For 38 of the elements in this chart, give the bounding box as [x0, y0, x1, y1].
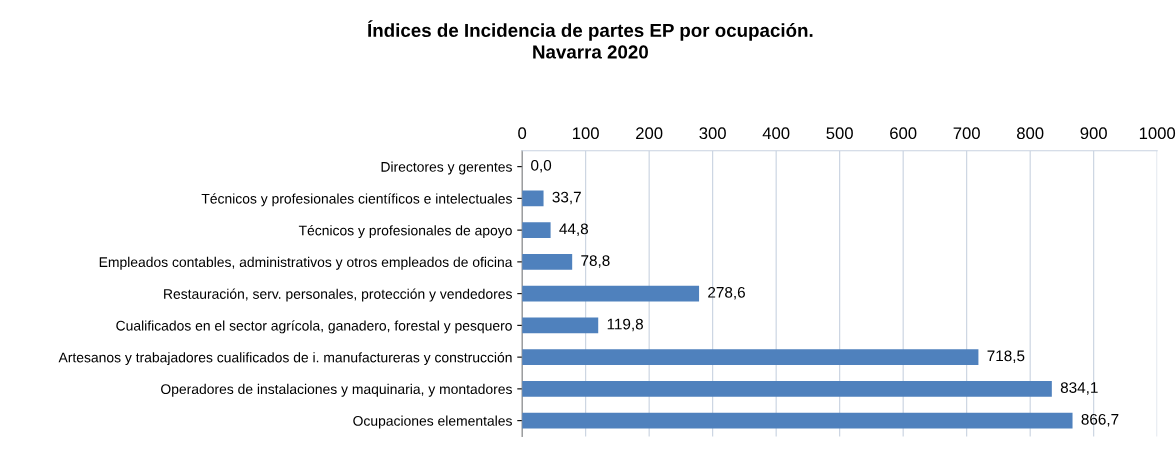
- x-tick-label: 1000: [1139, 127, 1176, 140]
- y-tick-label: Técnicos y profesionales científicos e intelectuales: [201, 193, 512, 207]
- data-label: 866,7: [1081, 413, 1119, 427]
- y-tick-label: Ocupaciones elementales: [353, 415, 512, 429]
- y-tick-label: Operadores de instalaciones y maquinaria, y montadores: [161, 383, 512, 397]
- x-tick-label: 500: [826, 127, 853, 140]
- data-label: 33,7: [552, 191, 581, 205]
- x-tick-label: 700: [953, 127, 980, 140]
- bar: [522, 253, 573, 270]
- x-tick-label: 900: [1080, 127, 1107, 140]
- bar: [522, 285, 700, 302]
- bar: [522, 349, 979, 366]
- bar: [522, 412, 1073, 429]
- y-tick-label: Técnicos y profesionales de apoyo: [298, 225, 512, 239]
- data-label: 278,6: [708, 286, 745, 300]
- y-tick-label: Empleados contables, administrativos y otros empleados de oficina: [99, 256, 513, 270]
- x-tick-label: 200: [636, 127, 663, 140]
- x-tick-label: 0: [518, 127, 527, 140]
- y-tick-label: Directores y gerentes: [381, 161, 512, 175]
- x-tick-label: 800: [1017, 127, 1044, 140]
- data-label: 78,8: [581, 255, 610, 268]
- x-tick-label: 600: [890, 127, 917, 140]
- chart-title: Índices de Incidencia de partes EP por ocupación. Navarra 2020: [368, 20, 813, 59]
- bar: [522, 190, 544, 207]
- bar: [522, 380, 1052, 397]
- data-label: 44,8: [559, 223, 588, 237]
- data-label: 718,5: [987, 350, 1025, 364]
- data-label: 0,0: [531, 159, 552, 173]
- y-tick-label: Restauración, serv. personales, protección y vendedores: [164, 288, 512, 302]
- bar: [522, 317, 599, 334]
- x-tick-label: 100: [573, 127, 599, 140]
- x-tick-label: 400: [762, 127, 790, 140]
- x-tick-label: 300: [699, 127, 726, 140]
- y-tick-label: Artesanos y trabajadores cualificados de i. manufactureras y construcción: [58, 352, 512, 366]
- data-label: 834,1: [1060, 382, 1098, 395]
- data-label: 119,8: [607, 318, 643, 332]
- y-tick-label: Cualificados en el sector agrícola, ganadero, forestal y pesquero: [116, 320, 512, 334]
- bar: [522, 222, 551, 239]
